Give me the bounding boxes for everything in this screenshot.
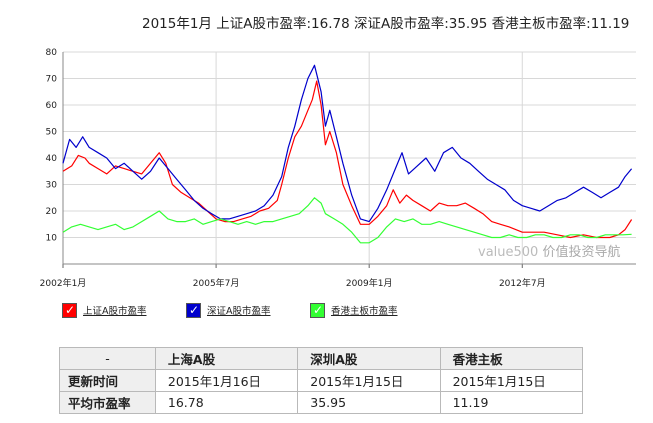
pe-ratio-chart: 10 20 30 40 50 60 70 80 2002年1月 2005年7月 2009年1月 201… <box>40 48 636 289</box>
table-cell: 2015年1月15日 <box>439 369 584 392</box>
grid-lines <box>62 51 636 264</box>
legend-item-hongkong[interactable]: ✓ 香港主板市盈率 <box>310 300 398 320</box>
y-tick-label: 40 <box>46 154 58 164</box>
y-tick-label: 70 <box>46 75 58 85</box>
check-icon: ✓ <box>189 302 200 317</box>
watermark-en: value500 <box>478 245 539 260</box>
legend-swatch-shenzhen: ✓ <box>186 302 201 318</box>
tick-labels: 10 20 30 40 50 60 70 80 2002年1月 2005年7月 2009年1月 201… <box>40 48 546 289</box>
y-tick-label: 20 <box>46 207 58 217</box>
series-lines <box>62 64 633 244</box>
legend-item-shanghai[interactable]: ✓ 上证A股市盈率 <box>62 300 147 320</box>
table-cell: 2015年1月15日 <box>297 369 441 392</box>
legend-label-shenzhen: 深证A股市盈率 <box>207 306 271 317</box>
y-tick-label: 30 <box>46 181 58 191</box>
legend-label-shanghai: 上证A股市盈率 <box>83 306 147 317</box>
legend-swatch-hongkong: ✓ <box>310 302 325 318</box>
x-tick-label: 2002年1月 <box>40 277 87 289</box>
legend-label-hongkong: 香港主板市盈率 <box>331 306 398 317</box>
row-header: 平均市盈率 <box>59 391 156 414</box>
legend-swatch-shanghai: ✓ <box>62 302 77 318</box>
column-header: 香港主板 <box>439 347 584 370</box>
check-icon: ✓ <box>313 302 324 317</box>
chart-title: 2015年1月 上证A股市盈率:16.78 深证A股市盈率:35.95 香港主板… <box>142 16 630 32</box>
x-tick-label: 2005年7月 <box>193 277 240 289</box>
table-row: 平均市盈率 16.78 35.95 11.19 <box>59 391 584 414</box>
table-cell: 2015年1月16日 <box>154 369 299 392</box>
row-header: 更新时间 <box>59 369 156 392</box>
y-tick-label: 50 <box>46 128 58 138</box>
column-header: 上海A股 <box>154 347 299 370</box>
x-tick-label: 2012年7月 <box>499 277 546 289</box>
legend-item-shenzhen[interactable]: ✓ 深证A股市盈率 <box>186 300 271 320</box>
y-tick-label: 60 <box>46 101 58 111</box>
series-line-1 <box>62 64 633 223</box>
table-cell: 35.95 <box>297 391 441 414</box>
series-line-2 <box>62 197 632 244</box>
table-header-row: - 上海A股 深圳A股 香港主板 <box>59 347 584 370</box>
table-cell: 16.78 <box>154 391 299 414</box>
watermark: value500 价值投资导航 <box>478 241 620 260</box>
axes <box>62 52 636 268</box>
pe-summary-table: - 上海A股 深圳A股 香港主板 更新时间 2015年1月16日 2015年1月… <box>59 347 584 414</box>
y-tick-label: 10 <box>46 234 58 244</box>
y-tick-label: 80 <box>46 48 58 58</box>
x-tick-label: 2009年1月 <box>346 277 393 289</box>
column-header: 深圳A股 <box>297 347 441 370</box>
table-corner: - <box>59 347 156 370</box>
watermark-cn: 价值投资导航 <box>538 245 621 260</box>
table-row: 更新时间 2015年1月16日 2015年1月15日 2015年1月15日 <box>59 369 584 392</box>
series-line-0 <box>62 80 633 239</box>
check-icon: ✓ <box>65 302 76 317</box>
table-cell: 11.19 <box>439 391 584 414</box>
